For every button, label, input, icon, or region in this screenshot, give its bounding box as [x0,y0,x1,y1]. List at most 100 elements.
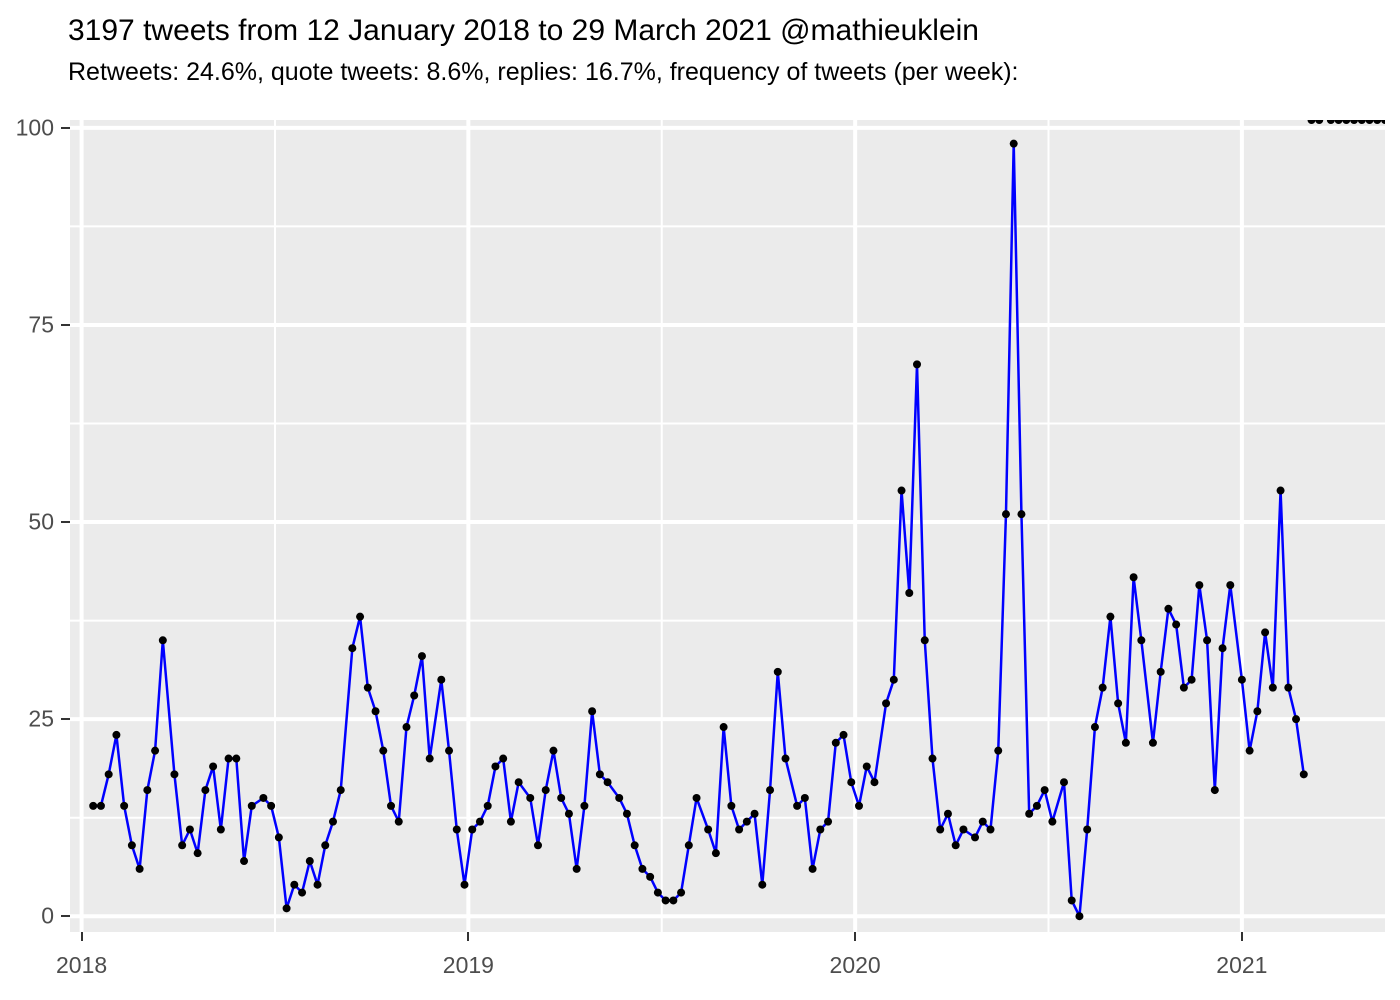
data-point [959,825,968,834]
data-point [719,723,728,732]
data-point [425,754,434,763]
y-tick-label: 50 [28,508,54,535]
data-point [742,817,751,826]
data-point [185,825,194,834]
data-point [120,801,129,810]
data-point [595,770,604,779]
data-point [1106,612,1115,621]
data-point [135,864,144,873]
chart-title: 3197 tweets from 12 January 2018 to 29 M… [68,14,979,47]
plot-panel [70,120,1385,932]
data-point [839,730,848,739]
data-point [321,841,330,850]
data-point [572,864,581,873]
data-point [379,746,388,755]
data-point [193,849,202,858]
data-point [692,793,701,802]
data-point [1334,120,1343,124]
data-point [452,825,461,834]
data-point [1195,581,1204,590]
data-point [677,888,686,897]
data-point [1373,120,1382,124]
data-point [766,786,775,795]
data-point [506,817,515,826]
data-point [646,872,655,881]
data-point [1381,120,1385,124]
major-gridlines [70,120,1385,932]
data-point [889,675,898,684]
data-point [445,746,454,755]
data-point [290,880,299,889]
data-point [1276,486,1285,495]
data-point [541,786,550,795]
data-point [475,817,484,826]
y-tick-mark [61,718,70,721]
data-point [410,691,419,700]
data-point [1017,510,1026,519]
data-point [711,849,720,858]
data-point [1040,786,1049,795]
data-point [1090,723,1099,732]
data-point [549,746,558,755]
data-point [313,880,322,889]
tweet-frequency-points [89,120,1385,921]
data-point [216,825,225,834]
data-point [1001,510,1010,519]
data-point [89,801,98,810]
data-point [831,738,840,747]
data-point [394,817,403,826]
data-point [158,636,167,645]
data-point [363,683,372,692]
data-point [994,746,1003,755]
data-point [1326,120,1335,124]
data-point [1009,139,1018,148]
data-point [1365,120,1374,124]
data-point [371,707,380,716]
data-point [348,644,357,653]
data-point [669,896,678,905]
y-tick-mark [61,126,70,129]
data-point [773,667,782,676]
y-tick-label: 75 [28,311,54,338]
data-point [1129,573,1138,582]
data-point [1121,738,1130,747]
data-point [1148,738,1157,747]
data-point [557,793,566,802]
data-point [259,793,268,802]
data-point [1137,636,1146,645]
data-point [603,778,612,787]
data-point [781,754,790,763]
data-point [104,770,113,779]
data-point [661,896,670,905]
data-point [758,880,767,889]
data-point [240,857,249,866]
data-point [750,809,759,818]
data-point [483,801,492,810]
data-point [514,778,523,787]
data-point [630,841,639,850]
data-point [943,809,952,818]
data-point [793,801,802,810]
y-tick-mark [61,323,70,326]
data-point [727,801,736,810]
data-point [978,817,987,826]
data-point [151,746,160,755]
data-point [905,589,914,598]
plot-svg [70,120,1385,932]
chart-subtitle: Retweets: 24.6%, quote tweets: 8.6%, rep… [68,58,1019,86]
data-point [653,888,662,897]
data-point [928,754,937,763]
data-point [1307,120,1316,124]
data-point [1292,715,1301,724]
data-point [882,699,891,708]
data-point [1164,604,1173,613]
data-point [920,636,929,645]
data-point [735,825,744,834]
data-point [491,762,500,771]
data-point [526,793,535,802]
x-tick-mark [467,932,470,941]
data-point [201,786,210,795]
data-point [329,817,337,826]
y-tick-label: 0 [41,902,54,929]
